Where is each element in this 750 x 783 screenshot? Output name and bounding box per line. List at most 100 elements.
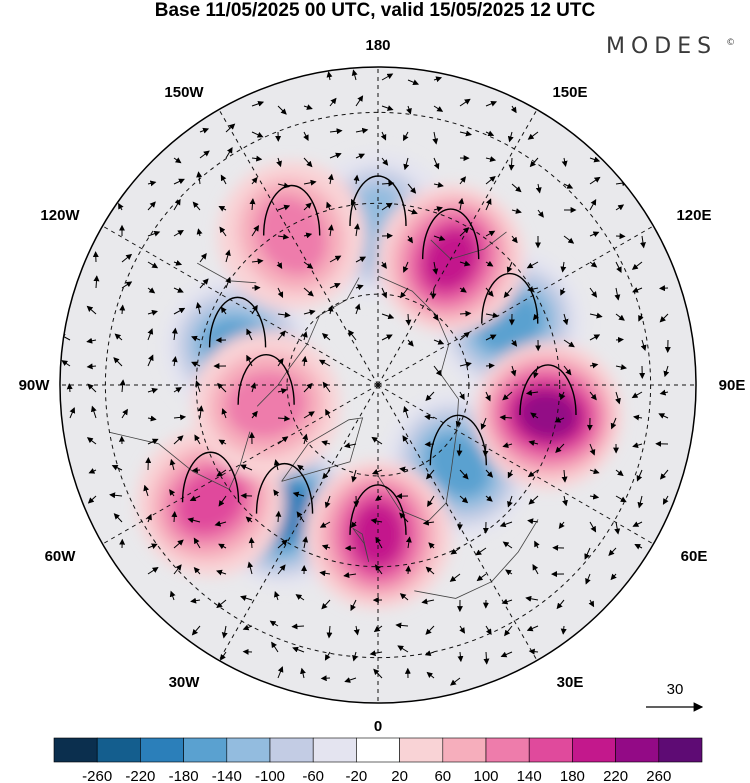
wind-arrow xyxy=(277,539,288,549)
wind-arrow xyxy=(485,198,492,211)
colorbar-tick-label: 60 xyxy=(434,768,451,783)
colorbar-swatch xyxy=(615,737,660,763)
wind-arrow xyxy=(459,260,471,267)
wind-arrow xyxy=(147,328,154,341)
wind-arrow xyxy=(218,206,227,212)
wind-arrow xyxy=(249,198,256,211)
wind-arrow xyxy=(277,204,291,211)
wind-arrow xyxy=(556,599,565,610)
meridian-line xyxy=(218,109,379,386)
wind-arrow xyxy=(196,228,203,237)
wind-arrow xyxy=(589,156,601,163)
wind-arrow xyxy=(195,380,201,393)
lon-label-150e: 150E xyxy=(552,84,587,101)
meridian-line xyxy=(218,384,379,661)
streamline xyxy=(481,272,539,324)
streamlines xyxy=(181,175,577,535)
wind-arrow xyxy=(527,131,539,140)
wind-arrow xyxy=(277,233,290,240)
wind-arrow xyxy=(631,391,643,399)
coastline xyxy=(109,431,251,490)
wind-arrow xyxy=(561,469,568,483)
wind-arrow xyxy=(351,69,358,81)
wind-arrow xyxy=(273,489,280,497)
wind-arrow xyxy=(225,147,233,159)
wind-arrow xyxy=(504,625,513,637)
wind-arrow xyxy=(351,469,358,483)
wind-arrow xyxy=(405,536,412,549)
wind-arrow xyxy=(329,255,342,263)
wind-arrow xyxy=(121,408,128,419)
wind-arrow xyxy=(485,391,491,402)
wind-arrow xyxy=(380,261,387,269)
wind-arrow xyxy=(118,202,124,211)
wind-arrow xyxy=(426,671,435,679)
wind-arrow xyxy=(589,176,601,185)
wind-arrow xyxy=(615,313,625,321)
wind-arrow xyxy=(303,382,313,393)
logo-text: MODES xyxy=(606,34,718,59)
wind-arrow xyxy=(276,157,282,168)
wind-arrow xyxy=(525,595,539,602)
wind-arrow xyxy=(147,387,159,394)
wind-arrow xyxy=(425,391,435,402)
wind-arrow xyxy=(322,469,331,480)
wind-arrow xyxy=(614,287,621,301)
wind-arrow xyxy=(485,287,494,297)
wind-arrow xyxy=(485,495,493,502)
wind-arrow xyxy=(631,261,643,270)
wind-arrow xyxy=(277,415,291,422)
wind-arrow xyxy=(301,355,308,367)
wind-arrow xyxy=(432,261,439,275)
wind-arrow xyxy=(250,382,257,393)
wind-arrow xyxy=(499,414,513,421)
wind-arrow xyxy=(589,362,599,369)
wind-arrow xyxy=(422,519,435,526)
wind-arrow xyxy=(450,547,461,555)
wind-arrow xyxy=(350,198,357,211)
wind-arrow xyxy=(326,71,333,81)
wind-arrow xyxy=(562,313,569,326)
wind-arrow xyxy=(327,224,334,237)
wind-arrow xyxy=(639,235,646,249)
wind-arrow xyxy=(216,599,227,609)
wind-arrow xyxy=(319,570,331,577)
wind-arrow xyxy=(191,625,201,636)
wind-arrow xyxy=(480,417,487,430)
coastline xyxy=(352,527,370,562)
anomaly-center xyxy=(192,330,341,479)
wind-arrow xyxy=(354,223,360,237)
wind-arrow xyxy=(505,569,513,576)
wind-arrow xyxy=(503,287,513,298)
streamline xyxy=(349,484,407,535)
colorbar: -260 -220 -180 -140 -100 -60 -20 20 60 100 140 180 2… xyxy=(53,737,703,783)
colorbar-swatch xyxy=(183,737,228,763)
wind-arrow xyxy=(86,337,97,344)
colorbar-swatch xyxy=(312,737,357,763)
wind-arrow xyxy=(610,573,617,581)
wind-arrow xyxy=(355,127,369,134)
wind-arrow xyxy=(615,261,622,273)
wind-arrow xyxy=(615,204,625,211)
colorbar-tick-label: -140 xyxy=(212,768,242,783)
wind-arrow xyxy=(459,391,465,401)
wind-arrow xyxy=(277,436,289,445)
wind-arrow xyxy=(405,313,412,326)
wind-arrow xyxy=(373,625,383,633)
wind-arrow xyxy=(320,675,331,682)
wind-arrow xyxy=(192,201,201,211)
wind-arrow xyxy=(456,443,463,457)
wind-arrow xyxy=(407,235,413,244)
wind-arrow xyxy=(457,651,464,663)
wind-arrow xyxy=(224,249,231,263)
wind-arrow xyxy=(381,105,394,111)
wind-arrow xyxy=(218,543,227,550)
wind-arrow xyxy=(589,334,601,341)
wind-arrow xyxy=(355,95,364,107)
wind-arrow xyxy=(562,495,568,507)
wind-arrow xyxy=(658,413,669,419)
wind-arrow xyxy=(191,361,201,368)
wind-arrow xyxy=(589,443,596,456)
wind-arrow xyxy=(381,313,395,320)
streamline xyxy=(519,364,577,415)
